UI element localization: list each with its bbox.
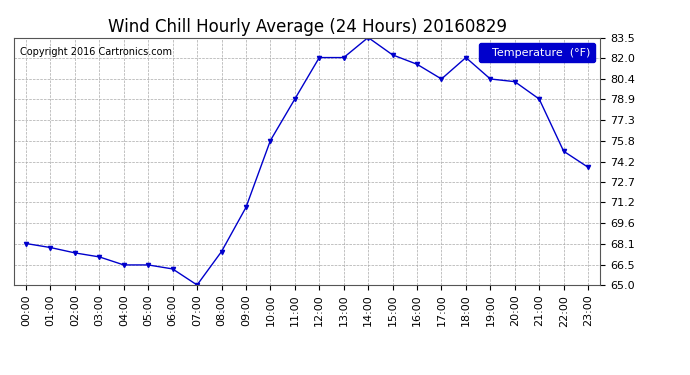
Title: Wind Chill Hourly Average (24 Hours) 20160829: Wind Chill Hourly Average (24 Hours) 201… <box>108 18 506 36</box>
Legend: Temperature  (°F): Temperature (°F) <box>479 43 595 62</box>
Text: Copyright 2016 Cartronics.com: Copyright 2016 Cartronics.com <box>19 47 172 57</box>
